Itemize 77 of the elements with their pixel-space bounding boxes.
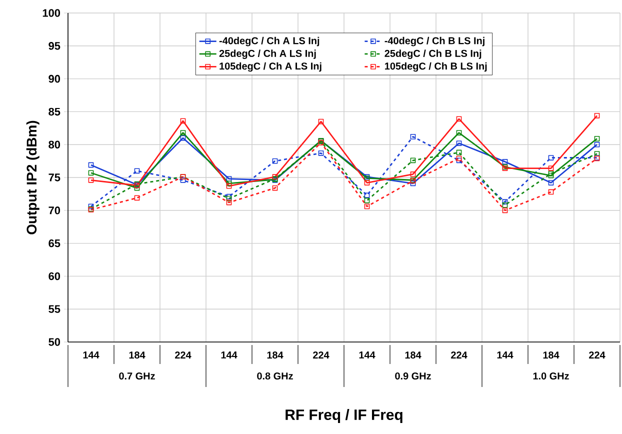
y-tick-label: 85	[48, 108, 60, 116]
x-tick-label: 184	[405, 352, 422, 359]
legend-label: 105degC / Ch A LS Inj	[220, 62, 322, 72]
y-tick-label: 50	[48, 338, 60, 346]
point	[502, 202, 508, 208]
x-tick-label: 144	[497, 352, 514, 358]
point	[548, 166, 554, 171]
x-tick-label: 224	[175, 352, 192, 358]
y-tick-label: 70	[48, 206, 60, 214]
x-tick-label: 184	[543, 352, 560, 359]
legend-label: 25degC / Ch A LS Inj	[219, 50, 316, 59]
point	[410, 172, 416, 177]
x-tick-label: 224	[313, 352, 330, 358]
point	[180, 177, 186, 183]
point	[594, 136, 600, 142]
point	[272, 158, 278, 164]
y-tick-label: 60	[48, 272, 60, 280]
point	[548, 172, 554, 178]
point	[88, 177, 94, 183]
point	[364, 204, 370, 210]
point	[548, 180, 554, 186]
point	[226, 180, 232, 186]
point	[318, 118, 324, 124]
x-tick-label: 224	[451, 352, 468, 358]
point	[364, 180, 370, 186]
point	[456, 116, 462, 122]
point	[134, 185, 140, 191]
point	[548, 189, 554, 195]
point	[364, 192, 370, 198]
text: 1.0 GHz	[533, 372, 569, 380]
y-tick-label: 55	[48, 305, 60, 313]
x-tick-label: 184	[129, 352, 146, 359]
x-axis-title: RF Freq / IF Freq	[286, 409, 402, 423]
point	[502, 208, 508, 214]
legend-label: -40degC / Ch B LS Inj	[384, 36, 484, 46]
point	[548, 155, 554, 160]
y-tick-label: 75	[48, 174, 60, 182]
point	[410, 158, 416, 164]
point	[594, 112, 600, 118]
point	[88, 170, 94, 176]
y-tick-label: 90	[48, 74, 60, 83]
point	[502, 159, 508, 164]
point	[318, 150, 324, 156]
text: 0.9 GHz	[395, 372, 431, 380]
point	[456, 130, 462, 136]
x-tick-label: 144	[359, 352, 376, 358]
text: 0.8 GHz	[257, 372, 293, 380]
x-tick-label: 144	[221, 352, 238, 358]
legend-label: 25degC / Ch B LS Inj	[384, 50, 482, 59]
y-tick-label: 100	[42, 9, 60, 17]
x-tick-label: 144	[83, 352, 100, 358]
legend-label: 105degC / Ch B LS Inj	[385, 62, 487, 72]
legend-label: -40degC / Ch A LS Inj	[219, 36, 320, 46]
point	[272, 185, 278, 191]
point	[88, 204, 94, 210]
point	[180, 135, 186, 141]
x-tick-label: 224	[589, 352, 606, 358]
y-tick-label: 80	[48, 140, 60, 148]
point	[594, 142, 600, 148]
x-tick-label: 184	[267, 352, 284, 359]
text: 0.7 GHz	[119, 372, 155, 380]
point	[456, 140, 462, 146]
point	[134, 168, 140, 174]
y-tick-label: 65	[48, 239, 60, 248]
y-tick-label: 95	[48, 42, 60, 50]
point	[180, 118, 186, 124]
point	[180, 130, 186, 136]
point	[364, 198, 370, 204]
point	[226, 183, 232, 189]
point	[456, 150, 462, 156]
point	[410, 180, 416, 186]
point	[134, 195, 140, 201]
point	[502, 199, 508, 205]
point	[226, 200, 232, 206]
point	[410, 134, 416, 140]
point	[88, 162, 94, 168]
y-axis-title: Output IP2 (dBm)	[26, 120, 40, 234]
